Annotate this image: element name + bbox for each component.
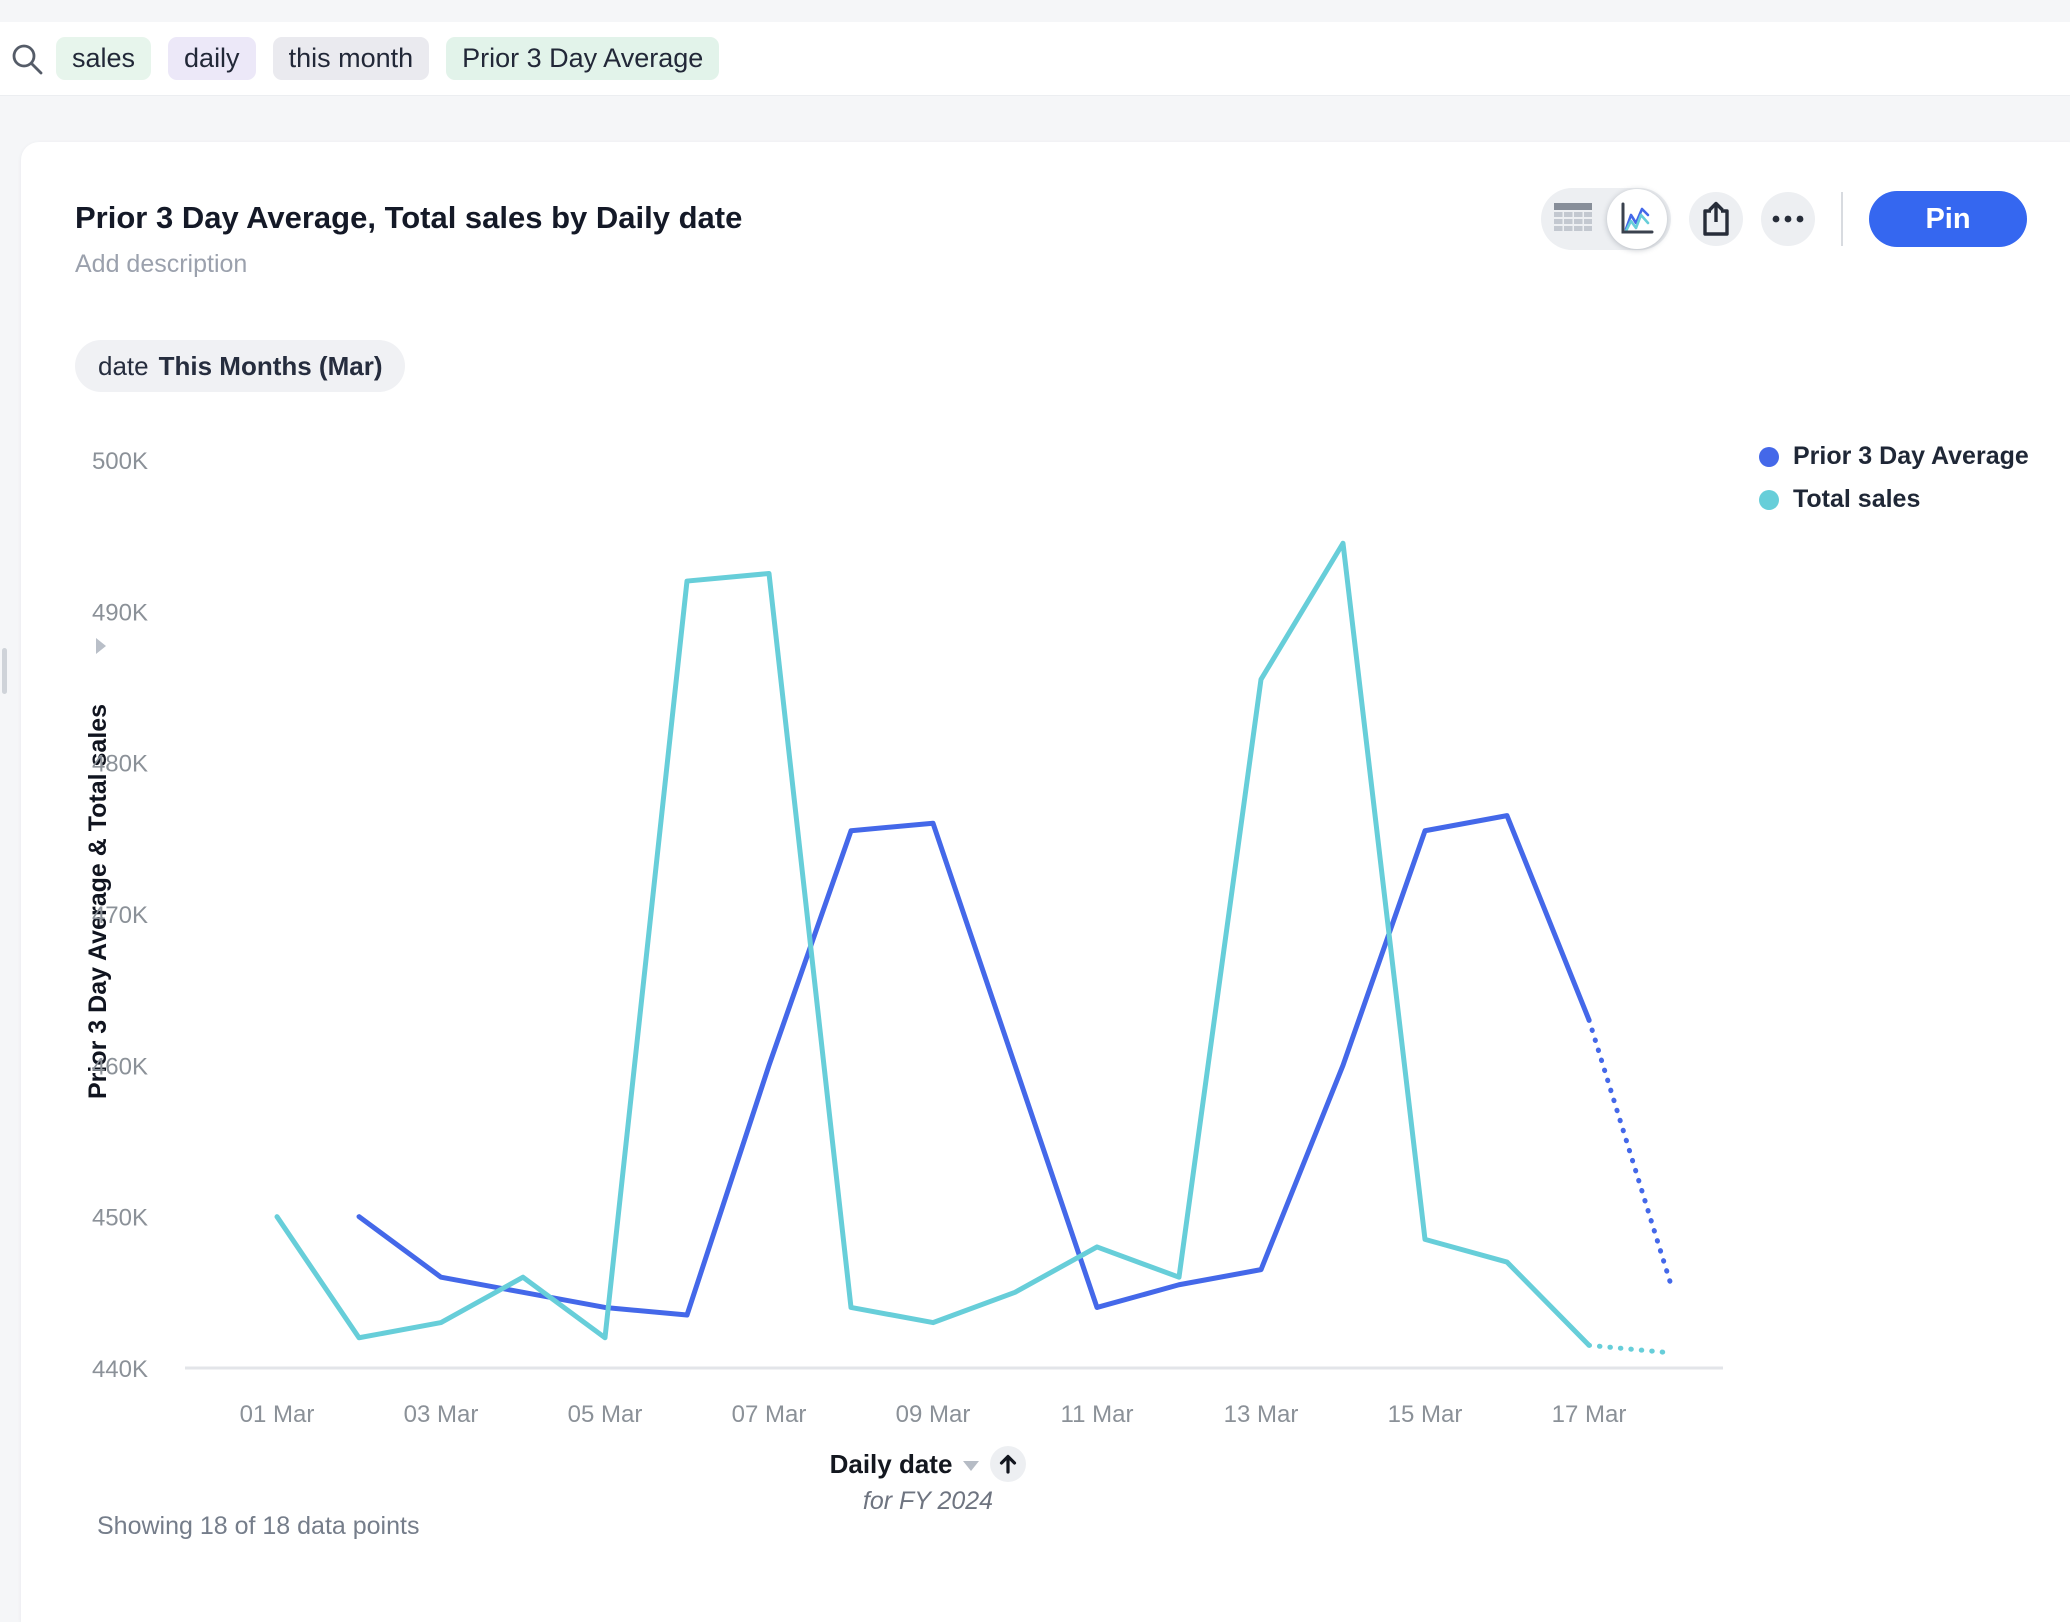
panel-resize-handle[interactable] xyxy=(2,648,7,694)
chart-legend: Prior 3 Day Average Total sales xyxy=(1759,442,2029,514)
sort-arrow-icon xyxy=(1000,1454,1017,1474)
legend-label: Prior 3 Day Average xyxy=(1793,442,2029,470)
x-axis-tick-label: 15 Mar xyxy=(1388,1401,1463,1428)
collapse-arrow-icon[interactable] xyxy=(96,638,106,654)
card-toolbar: Pin xyxy=(1541,188,2027,250)
legend-label: Total sales xyxy=(1793,485,1921,513)
chart-view-icon xyxy=(1621,202,1654,234)
page-title: Prior 3 Day Average, Total sales by Dail… xyxy=(75,200,743,235)
search-token-prior-3-day-average[interactable]: Prior 3 Day Average xyxy=(446,37,720,80)
more-icon xyxy=(1772,215,1804,223)
y-axis-tick-label: 470K xyxy=(92,902,148,929)
x-axis-note: for FY 2024 xyxy=(862,1487,994,1515)
x-axis-tick-label: 07 Mar xyxy=(732,1401,807,1428)
x-axis-footer: Daily date for FY 2024 xyxy=(763,1446,1093,1516)
y-axis-tick-label: 440K xyxy=(92,1356,148,1383)
filter-value: This Months (Mar) xyxy=(158,350,383,381)
caret-down-icon[interactable] xyxy=(963,1461,980,1471)
share-button[interactable] xyxy=(1689,192,1743,246)
line-chart[interactable]: 500K 490K 480K 470K 460K 450K 440K 01 Mar 03 Mar… xyxy=(20,430,2050,1440)
chart-view-button[interactable] xyxy=(1607,189,1667,249)
legend-item-prior-3-day-average[interactable]: Prior 3 Day Average xyxy=(1759,442,2029,471)
x-axis-tick-label: 03 Mar xyxy=(404,1401,479,1428)
x-axis-tick-label: 13 Mar xyxy=(1224,1401,1299,1428)
y-axis-tick-label: 460K xyxy=(92,1053,148,1080)
x-axis-tick-label: 01 Mar xyxy=(240,1401,315,1428)
share-icon xyxy=(1703,201,1729,236)
y-axis-tick-label: 480K xyxy=(92,751,148,778)
legend-dot xyxy=(1759,446,1779,467)
legend-dot xyxy=(1759,489,1779,510)
view-toggle[interactable] xyxy=(1541,188,1671,250)
x-axis-title[interactable]: Daily date xyxy=(829,1448,953,1479)
x-axis-tick-label: 05 Mar xyxy=(568,1401,643,1428)
series-line-dotted-prior-3-day-average[interactable] xyxy=(1586,1017,1674,1288)
y-axis-tick-label: 450K xyxy=(92,1205,148,1232)
search-token-daily[interactable]: daily xyxy=(168,37,256,80)
series-line-dotted-total-sales[interactable] xyxy=(1586,1342,1674,1356)
y-axis-tick-label: 500K xyxy=(92,448,148,475)
more-button[interactable] xyxy=(1761,192,1815,246)
x-axis-tick-label: 17 Mar xyxy=(1552,1401,1627,1428)
filter-field: date xyxy=(98,350,149,381)
data-points-note: Showing 18 of 18 data points xyxy=(97,1512,420,1540)
x-axis-title-row: Daily date xyxy=(830,1446,1027,1482)
x-axis-tick-label: 09 Mar xyxy=(896,1401,971,1428)
pin-button[interactable]: Pin xyxy=(1869,191,2027,247)
series-line-total-sales[interactable] xyxy=(274,540,1592,1348)
series-line-prior-3-day-average[interactable] xyxy=(356,813,1592,1318)
table-view-icon xyxy=(1554,203,1592,231)
y-axis-tick-label: 490K xyxy=(92,599,148,626)
toolbar-divider xyxy=(1841,192,1843,246)
search-icon xyxy=(12,44,43,74)
date-filter-chip[interactable]: date This Months (Mar) xyxy=(75,340,406,392)
search-token-this-month[interactable]: this month xyxy=(272,37,430,80)
add-description-placeholder[interactable]: Add description xyxy=(75,250,248,278)
search-token-sales[interactable]: sales xyxy=(56,37,152,80)
x-axis-tick-label: 11 Mar xyxy=(1061,1401,1134,1428)
table-view-button[interactable] xyxy=(1541,188,1605,250)
search-bar[interactable]: sales daily this month Prior 3 Day Avera… xyxy=(0,22,2070,96)
sort-ascending-button[interactable] xyxy=(990,1446,1027,1482)
search-token-row: sales daily this month Prior 3 Day Avera… xyxy=(56,37,720,80)
legend-item-total-sales[interactable]: Total sales xyxy=(1759,485,2029,514)
